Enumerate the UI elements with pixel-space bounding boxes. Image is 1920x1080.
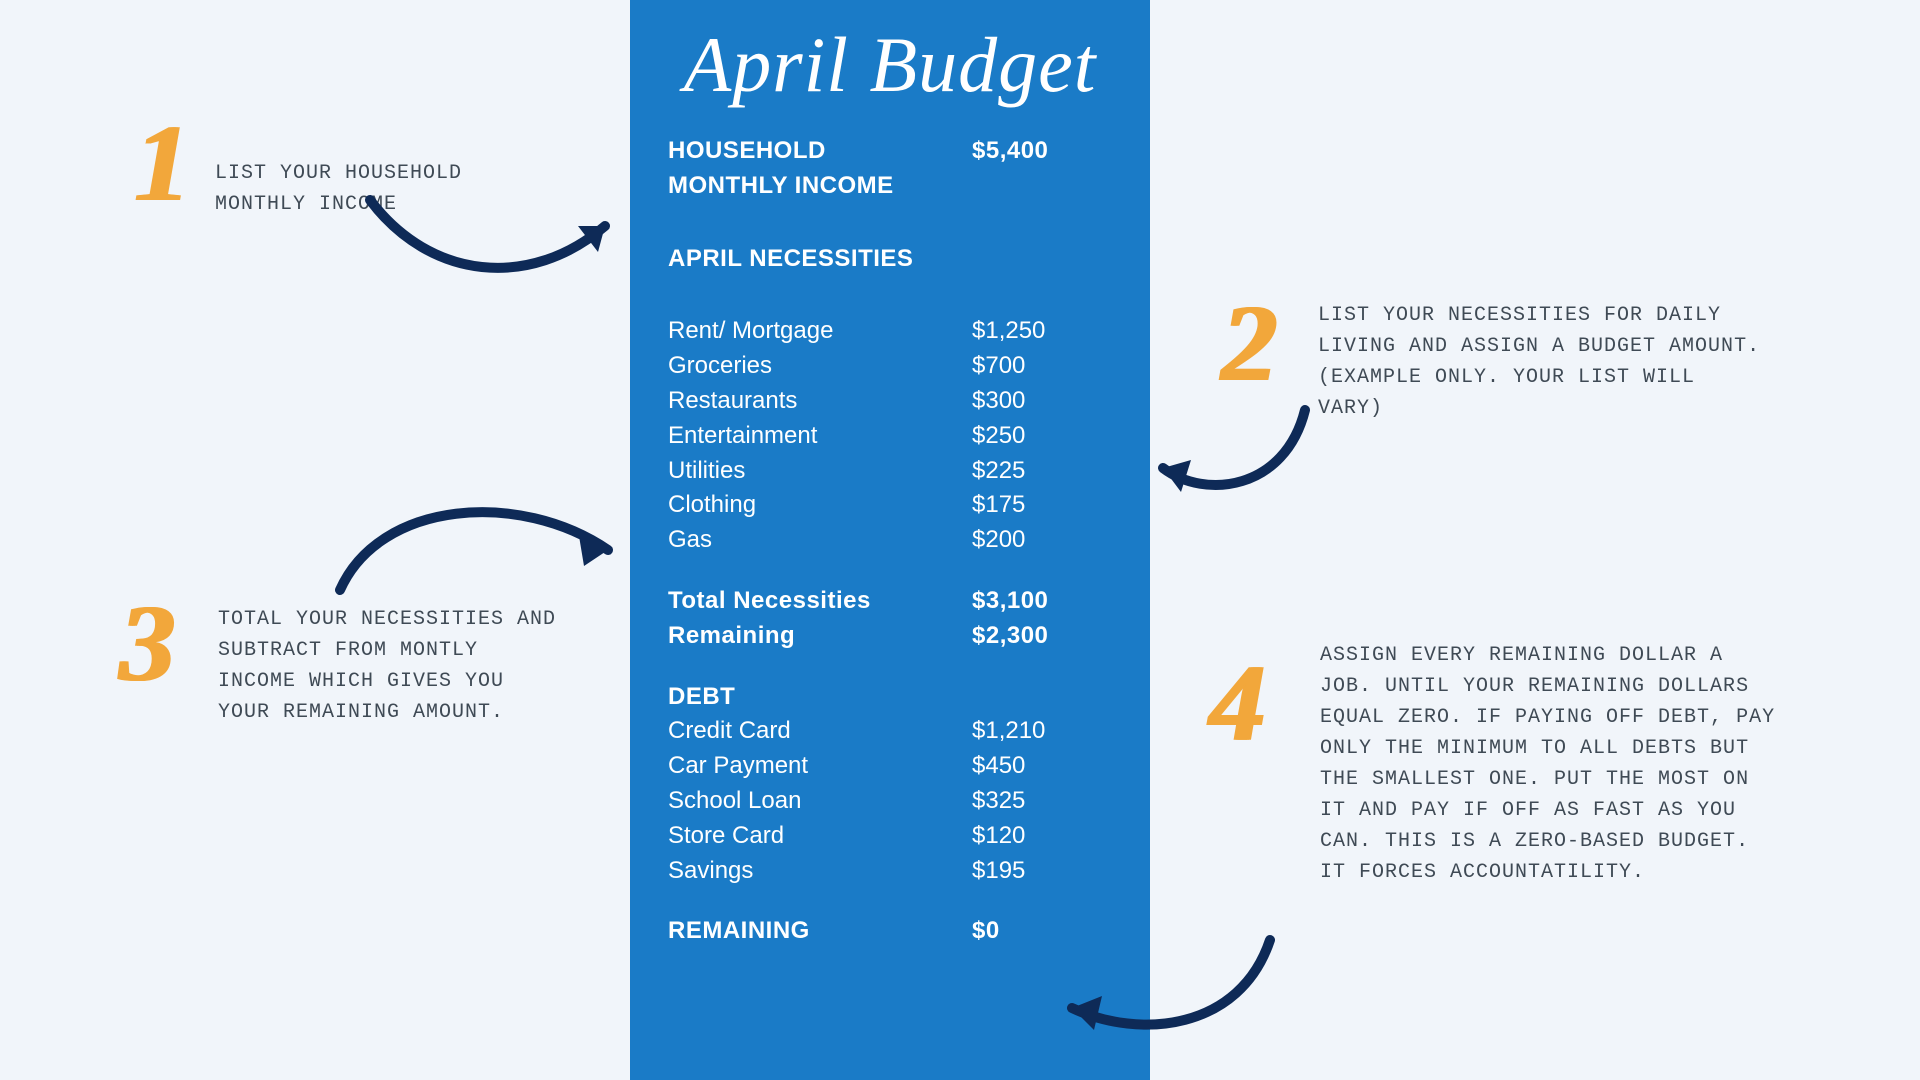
debt-row: Savings $195 — [668, 854, 1112, 889]
total-value: $3,100 — [972, 584, 1112, 619]
budget-title: April Budget — [668, 20, 1112, 110]
debt-header: DEBT — [668, 680, 1112, 715]
step-digit-1: 1 — [135, 100, 190, 227]
arrow-2 — [1135, 400, 1335, 530]
necessity-row-label: Gas — [668, 523, 928, 558]
total-label: Total Necessities — [668, 584, 928, 619]
necessity-row: Utilities $225 — [668, 454, 1112, 489]
remaining1-value: $2,300 — [972, 619, 1112, 654]
necessity-row-value: $175 — [972, 488, 1112, 523]
necessities-list: Rent/ Mortgage$1,250Groceries$700Restaur… — [668, 314, 1112, 558]
debt-list: Credit Card$1,210Car Payment$450School L… — [668, 714, 1112, 888]
debt-row-value: $325 — [972, 784, 1112, 819]
step-digit-3: 3 — [120, 580, 175, 707]
step-digit-4: 4 — [1210, 640, 1265, 767]
necessities-header: APRIL NECESSITIES — [668, 242, 1112, 277]
necessity-row-value: $300 — [972, 384, 1112, 419]
debt-row: Credit Card $1,210 — [668, 714, 1112, 749]
necessity-row: Rent/ Mortgage $1,250 — [668, 314, 1112, 349]
necessity-row-label: Entertainment — [668, 419, 928, 454]
debt-row-label: Savings — [668, 854, 928, 889]
debt-row-label: Store Card — [668, 819, 928, 854]
step-digit-2: 2 — [1222, 280, 1277, 407]
remaining1-label: Remaining — [668, 619, 928, 654]
necessity-row: Restaurants $300 — [668, 384, 1112, 419]
necessity-row-label: Clothing — [668, 488, 928, 523]
necessity-row-label: Restaurants — [668, 384, 928, 419]
budget-panel: April Budget HOUSEHOLD MONTHLY INCOME $5… — [630, 0, 1150, 1080]
debt-row-value: $120 — [972, 819, 1112, 854]
necessity-row: Entertainment $250 — [668, 419, 1112, 454]
debt-row: School Loan $325 — [668, 784, 1112, 819]
necessity-row: Groceries $700 — [668, 349, 1112, 384]
necessity-row-label: Rent/ Mortgage — [668, 314, 928, 349]
debt-row: Store Card $120 — [668, 819, 1112, 854]
necessity-row-label: Groceries — [668, 349, 928, 384]
necessity-row-value: $225 — [972, 454, 1112, 489]
remaining2-label: REMAINING — [668, 914, 928, 949]
debt-row-value: $450 — [972, 749, 1112, 784]
income-row: HOUSEHOLD MONTHLY INCOME $5,400 — [668, 134, 1112, 204]
debt-row-label: Car Payment — [668, 749, 928, 784]
step-note-4: Assign every remaining dollar a job. Unt… — [1320, 640, 1780, 888]
debt-row-value: $195 — [972, 854, 1112, 889]
total-row: Total Necessities $3,100 — [668, 584, 1112, 619]
necessity-row-value: $250 — [972, 419, 1112, 454]
arrow-4 — [1040, 930, 1300, 1070]
necessity-row-label: Utilities — [668, 454, 928, 489]
necessity-row-value: $200 — [972, 523, 1112, 558]
arrow-3 — [320, 470, 640, 610]
step-note-2: List your necessities for daily living a… — [1318, 300, 1768, 424]
debt-row-value: $1,210 — [972, 714, 1112, 749]
necessity-row-value: $700 — [972, 349, 1112, 384]
debt-row-label: Credit Card — [668, 714, 928, 749]
necessity-row: Clothing $175 — [668, 488, 1112, 523]
debt-row-label: School Loan — [668, 784, 928, 819]
step-note-3: Total your Necessities and subtract from… — [218, 604, 558, 728]
debt-row: Car Payment $450 — [668, 749, 1112, 784]
necessity-row-value: $1,250 — [972, 314, 1112, 349]
income-value: $5,400 — [972, 134, 1112, 204]
arrow-1 — [350, 180, 650, 310]
income-label: HOUSEHOLD MONTHLY INCOME — [668, 134, 908, 204]
remaining1-row: Remaining $2,300 — [668, 619, 1112, 654]
necessity-row: Gas $200 — [668, 523, 1112, 558]
